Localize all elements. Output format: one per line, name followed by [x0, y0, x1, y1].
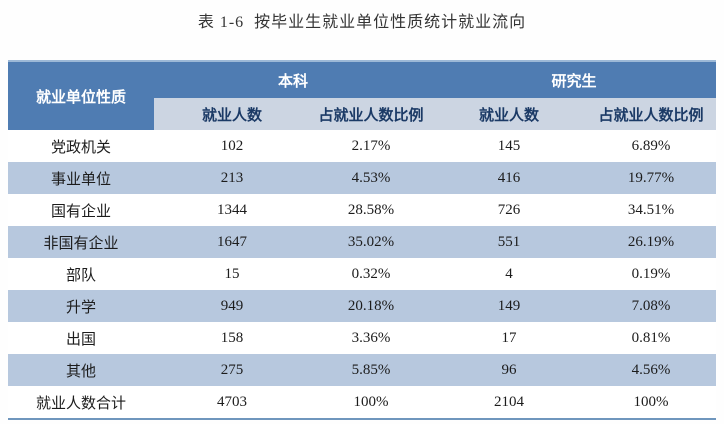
value-cell: 17 [432, 322, 587, 354]
value-cell: 158 [154, 322, 310, 354]
subheader-postgrad-count: 就业人数 [432, 98, 587, 130]
value-cell: 2.17% [310, 130, 433, 162]
value-cell: 1344 [154, 194, 310, 226]
column-header-unit-type: 就业单位性质 [8, 60, 154, 130]
value-cell: 3.36% [310, 322, 433, 354]
value-cell: 149 [432, 290, 587, 322]
value-cell: 2104 [432, 386, 587, 420]
value-cell: 4703 [154, 386, 310, 420]
value-cell: 551 [432, 226, 587, 258]
value-cell: 0.81% [586, 322, 717, 354]
value-cell: 145 [432, 130, 587, 162]
value-cell: 4 [432, 258, 587, 290]
value-cell: 7.08% [586, 290, 717, 322]
value-cell: 100% [586, 386, 717, 420]
value-cell: 19.77% [586, 162, 717, 194]
subheader-undergrad-ratio: 占就业人数比例 [310, 98, 433, 130]
table-row: 国有企业 1344 28.58% 726 34.51% [8, 194, 717, 226]
category-cell: 事业单位 [8, 162, 154, 194]
value-cell: 26.19% [586, 226, 717, 258]
header-row-groups: 就业单位性质 本科 研究生 [8, 60, 717, 130]
value-cell: 1647 [154, 226, 310, 258]
category-cell: 其他 [8, 354, 154, 386]
table-row: 党政机关 102 2.17% 145 6.89% [8, 130, 717, 162]
category-cell: 国有企业 [8, 194, 154, 226]
value-cell: 6.89% [586, 130, 717, 162]
table-row: 升学 949 20.18% 149 7.08% [8, 290, 717, 322]
value-cell: 102 [154, 130, 310, 162]
value-cell: 20.18% [310, 290, 433, 322]
value-cell: 275 [154, 354, 310, 386]
subheader-postgrad-ratio: 占就业人数比例 [586, 98, 717, 130]
value-cell: 100% [310, 386, 433, 420]
employment-flow-table: 就业单位性质 本科 研究生 就业人数 占就业人数比例 就业人数 占就业人数比例 … [8, 60, 717, 420]
header-row-subcolumns: 就业人数 占就业人数比例 就业人数 占就业人数比例 [8, 98, 717, 130]
value-cell: 35.02% [310, 226, 433, 258]
table-row: 非国有企业 1647 35.02% 551 26.19% [8, 226, 717, 258]
category-cell: 非国有企业 [8, 226, 154, 258]
value-cell: 96 [432, 354, 587, 386]
table-caption: 表 1-6 按毕业生就业单位性质统计就业流向 [197, 14, 527, 31]
value-cell: 949 [154, 290, 310, 322]
value-cell: 34.51% [586, 194, 717, 226]
table-row: 其他 275 5.85% 96 4.56% [8, 354, 717, 386]
category-cell: 出国 [8, 322, 154, 354]
value-cell: 0.19% [586, 258, 717, 290]
table-row: 出国 158 3.36% 17 0.81% [8, 322, 717, 354]
value-cell: 416 [432, 162, 587, 194]
category-cell: 部队 [8, 258, 154, 290]
table-row: 部队 15 0.32% 4 0.19% [8, 258, 717, 290]
subheader-undergrad-count: 就业人数 [154, 98, 310, 130]
category-cell: 升学 [8, 290, 154, 322]
value-cell: 5.85% [310, 354, 433, 386]
value-cell: 15 [154, 258, 310, 290]
value-cell: 4.53% [310, 162, 433, 194]
value-cell: 726 [432, 194, 587, 226]
value-cell: 213 [154, 162, 310, 194]
value-cell: 0.32% [310, 258, 433, 290]
table-row: 事业单位 213 4.53% 416 19.77% [8, 162, 717, 194]
table-row-total: 就业人数合计 4703 100% 2104 100% [8, 386, 717, 420]
value-cell: 28.58% [310, 194, 433, 226]
category-cell: 就业人数合计 [8, 386, 154, 420]
category-cell: 党政机关 [8, 130, 154, 162]
group-header-undergraduate: 本科 [154, 60, 433, 98]
value-cell: 4.56% [586, 354, 717, 386]
group-header-postgraduate: 研究生 [432, 60, 717, 98]
